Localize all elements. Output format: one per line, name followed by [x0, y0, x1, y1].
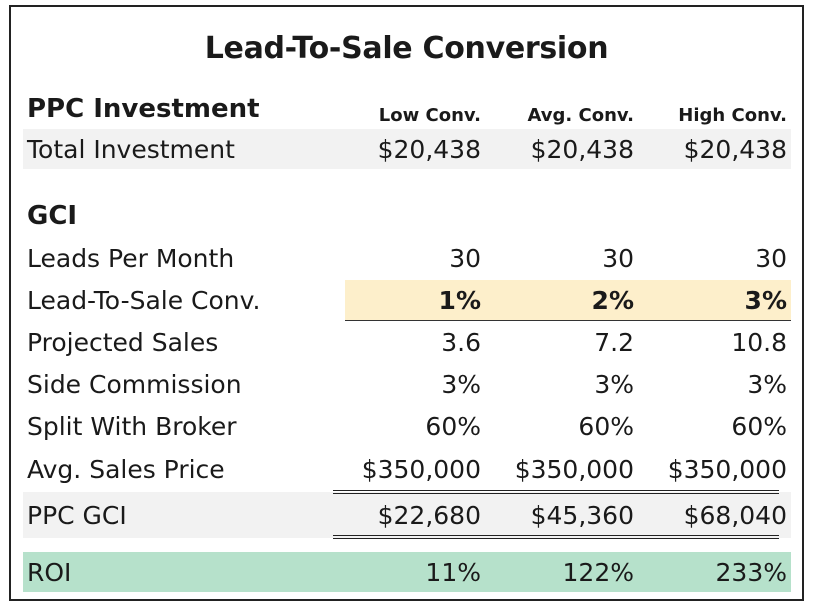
cell-avg: $45,360	[530, 500, 634, 530]
table-row: Split With Broker 60% 60% 60%	[23, 407, 791, 445]
cell-avg: $20,438	[530, 134, 634, 164]
cell-avg: $350,000	[514, 454, 634, 484]
row-label: Total Investment	[27, 134, 235, 164]
row-label: Side Commission	[27, 369, 242, 399]
table-row: Leads Per Month 30 30 30	[23, 239, 791, 277]
cell-high: 30	[755, 243, 787, 273]
double-rule-top	[333, 490, 779, 494]
cell-high: 233%	[715, 557, 787, 587]
cell-low: 1%	[438, 285, 481, 315]
ppc-section-heading: PPC Investment	[27, 94, 260, 124]
cell-high: $20,438	[683, 134, 787, 164]
double-rule-bottom	[333, 535, 779, 539]
cell-low: 3.6	[441, 327, 481, 357]
table-row: Projected Sales 3.6 7.2 10.8	[23, 323, 791, 361]
column-header-high: High Conv.	[678, 104, 787, 126]
cell-high: $350,000	[667, 454, 787, 484]
cell-avg: 60%	[578, 411, 634, 441]
cell-avg: 3%	[594, 369, 634, 399]
column-header-avg: Avg. Conv.	[527, 104, 634, 126]
roi-row: ROI 11% 122% 233%	[23, 552, 791, 592]
row-label: Projected Sales	[27, 327, 219, 357]
cell-avg: 2%	[591, 285, 634, 315]
ppc-gci-band	[23, 492, 791, 538]
cell-avg: 122%	[562, 557, 634, 587]
row-label: Lead-To-Sale Conv.	[27, 285, 261, 315]
cell-high: 3%	[747, 369, 787, 399]
cell-low: $350,000	[361, 454, 481, 484]
gci-section-heading: GCI	[27, 201, 78, 231]
total-investment-row: Total Investment $20,438 $20,438 $20,438	[23, 129, 791, 169]
cell-high: 60%	[731, 411, 787, 441]
ppc-gci-row: PPC GCI $22,680 $45,360 $68,040	[23, 496, 791, 534]
cell-low: $22,680	[377, 500, 481, 530]
row-label: Avg. Sales Price	[27, 454, 225, 484]
column-header-low: Low Conv.	[378, 104, 481, 126]
table-row: Avg. Sales Price $350,000 $350,000 $350,…	[23, 450, 791, 488]
conversion-table: Lead-To-Sale Conversion PPC Investment L…	[9, 5, 804, 601]
cell-high: 10.8	[731, 327, 787, 357]
cell-avg: 30	[602, 243, 634, 273]
cell-high: 3%	[744, 285, 787, 315]
cell-low: $20,438	[377, 134, 481, 164]
gci-header-row: GCI	[23, 197, 791, 235]
cell-low: 30	[449, 243, 481, 273]
row-label: Leads Per Month	[27, 243, 235, 273]
page-title: Lead-To-Sale Conversion	[204, 31, 609, 66]
cell-avg: 7.2	[594, 327, 634, 357]
ppc-header-row: PPC Investment Low Conv. Avg. Conv. High…	[23, 90, 791, 128]
cell-low: 60%	[425, 411, 481, 441]
table-row: Side Commission 3% 3% 3%	[23, 365, 791, 403]
cell-low: 3%	[441, 369, 481, 399]
conversion-rate-row: Lead-To-Sale Conv. 1% 2% 3%	[23, 280, 791, 321]
row-label: ROI	[27, 557, 72, 587]
row-label: Split With Broker	[27, 411, 237, 441]
cell-low: 11%	[425, 557, 481, 587]
highlight-band	[345, 280, 791, 321]
row-label: PPC GCI	[27, 500, 127, 530]
cell-high: $68,040	[683, 500, 787, 530]
